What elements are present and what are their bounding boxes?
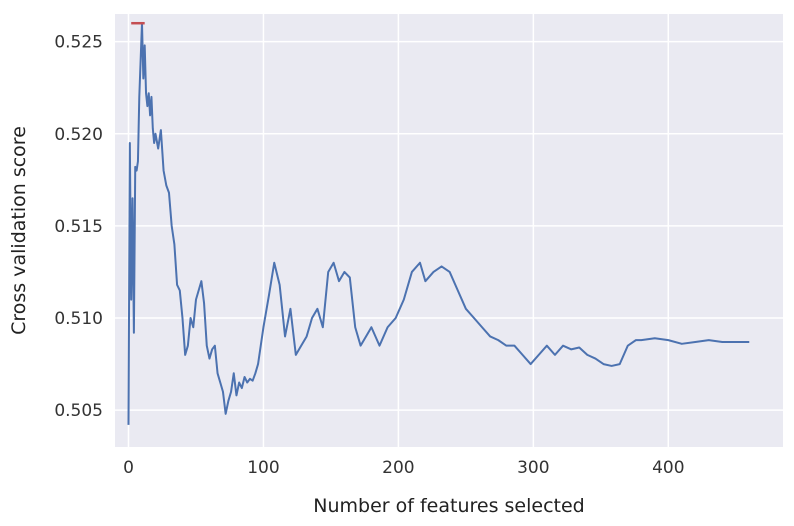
y-tick-labels: 0.505 0.510 0.515 0.520 0.525: [54, 33, 103, 422]
y-tick-label: 0.525: [54, 33, 103, 53]
x-tick-labels: 0 100 200 300 400: [123, 458, 684, 478]
y-axis-label: Cross validation score: [8, 126, 30, 335]
x-tick-label: 400: [652, 458, 684, 478]
y-tick-label: 0.515: [54, 217, 103, 237]
plot-area: [115, 14, 783, 447]
x-tick-label: 300: [517, 458, 549, 478]
y-tick-label: 0.505: [54, 401, 103, 421]
x-tick-label: 100: [247, 458, 279, 478]
y-tick-label: 0.520: [54, 125, 103, 145]
x-axis-label: Number of features selected: [313, 495, 584, 517]
x-tick-label: 0: [123, 458, 134, 478]
y-tick-label: 0.510: [54, 309, 103, 329]
series-layer: [127, 22, 750, 425]
x-tick-label: 200: [382, 458, 414, 478]
cv-score-line: [127, 22, 750, 425]
